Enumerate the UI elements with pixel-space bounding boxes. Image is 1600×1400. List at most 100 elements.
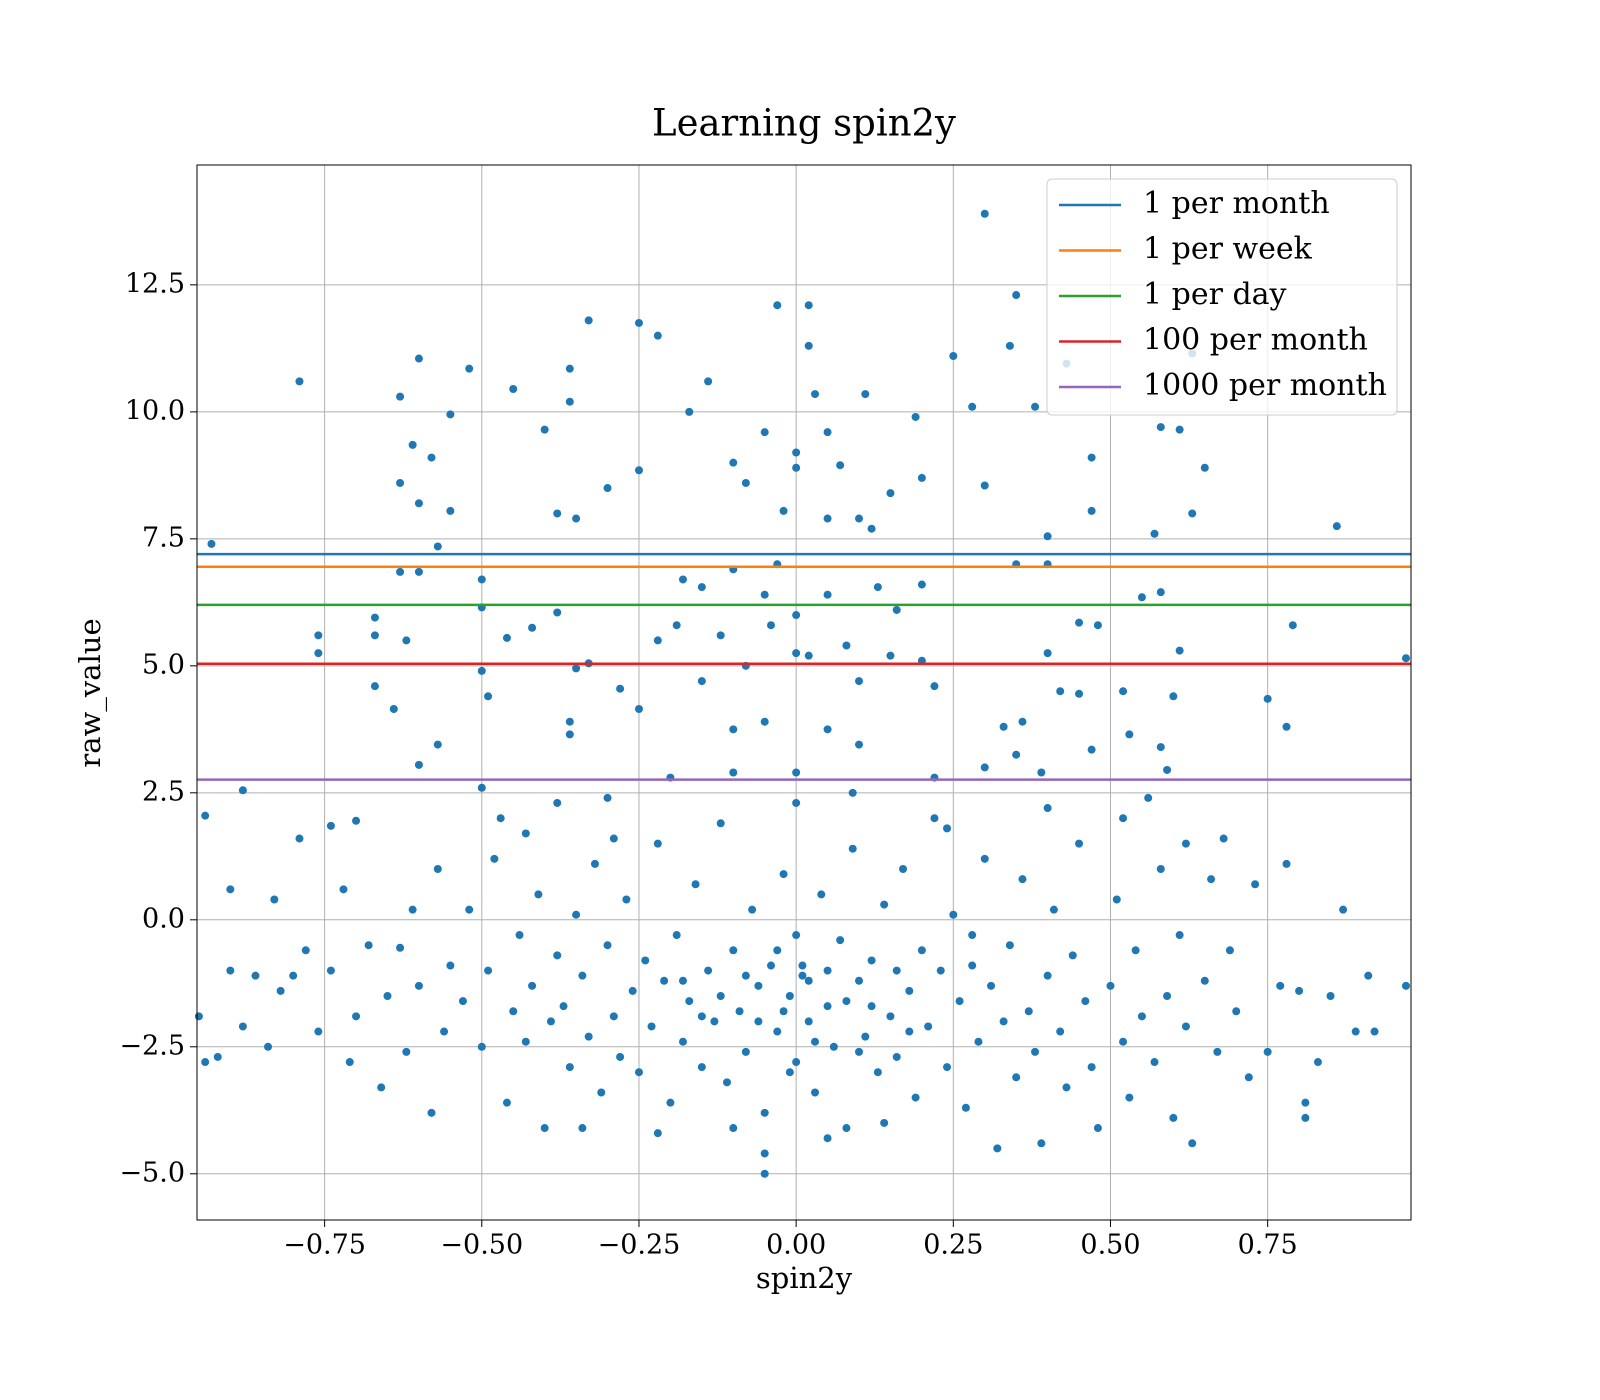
y-tick-label: −5.0 [119, 1157, 185, 1188]
point [634, 318, 643, 327]
legend-label: 1 per month [1143, 186, 1330, 221]
point [980, 209, 989, 218]
point [792, 1058, 801, 1067]
point [1263, 694, 1272, 703]
point [1232, 1007, 1241, 1016]
point [515, 931, 524, 940]
point [936, 966, 945, 975]
point [1251, 880, 1260, 889]
point [930, 814, 939, 823]
point [1288, 621, 1297, 630]
point [509, 385, 518, 394]
plot-frame [196, 164, 1412, 1221]
x-tick-label: 0.00 [766, 1230, 826, 1261]
point [697, 677, 706, 686]
point [1282, 859, 1291, 868]
point [396, 478, 405, 487]
point [766, 621, 775, 630]
legend-label: 1 per week [1143, 232, 1313, 267]
point [584, 1032, 593, 1041]
point [961, 1103, 970, 1112]
point [496, 814, 505, 823]
point [729, 458, 738, 467]
point [352, 816, 361, 825]
point [609, 1012, 618, 1021]
point [1131, 946, 1140, 955]
point [823, 966, 832, 975]
point [408, 440, 417, 449]
y-tick-label: 2.5 [142, 776, 185, 807]
point [729, 946, 738, 955]
point [760, 1169, 769, 1178]
point [741, 478, 750, 487]
point [722, 1078, 731, 1087]
point [886, 1012, 895, 1021]
point [1244, 1073, 1253, 1082]
point [754, 1017, 763, 1026]
point [917, 946, 926, 955]
point [943, 1063, 952, 1072]
point [691, 880, 700, 889]
point [924, 1022, 933, 1031]
point [326, 966, 335, 975]
point [1295, 986, 1304, 995]
legend-box [1046, 178, 1398, 416]
x-axis-label: spin2y [756, 1261, 853, 1295]
point [1037, 768, 1046, 777]
point [1188, 1139, 1197, 1148]
point [1043, 532, 1052, 541]
point [1301, 1113, 1310, 1122]
point [823, 428, 832, 437]
point [987, 981, 996, 990]
point [867, 1002, 876, 1011]
point [383, 991, 392, 1000]
point [396, 392, 405, 401]
point [1005, 941, 1014, 950]
point [1018, 875, 1027, 884]
point [773, 946, 782, 955]
point [370, 682, 379, 691]
point [685, 997, 694, 1006]
point [609, 834, 618, 843]
point [414, 981, 423, 990]
point [842, 641, 851, 650]
point [295, 834, 304, 843]
point [779, 870, 788, 879]
point [678, 976, 687, 985]
point [1188, 509, 1197, 518]
point [565, 397, 574, 406]
point [572, 910, 581, 919]
point [704, 966, 713, 975]
point [1213, 1047, 1222, 1056]
point [823, 514, 832, 523]
point [829, 1042, 838, 1051]
point [1119, 814, 1128, 823]
point [477, 666, 486, 675]
point [892, 1052, 901, 1061]
point [993, 1144, 1002, 1153]
point [433, 740, 442, 749]
point [559, 1002, 568, 1011]
point [314, 631, 323, 640]
point [848, 788, 857, 797]
point [634, 1068, 643, 1077]
point [1401, 981, 1410, 990]
point [408, 905, 417, 914]
y-tick-label: 0.0 [142, 903, 185, 934]
point [1087, 453, 1096, 462]
point [804, 341, 813, 350]
point [980, 481, 989, 490]
point [1163, 991, 1172, 1000]
point [565, 730, 574, 739]
point [1144, 793, 1153, 802]
point [741, 971, 750, 980]
point [1012, 750, 1021, 759]
point [1175, 931, 1184, 940]
point [716, 819, 725, 828]
point [798, 971, 807, 980]
point [1200, 976, 1209, 985]
legend-label: 100 per month [1143, 323, 1368, 358]
point [1175, 425, 1184, 434]
point [201, 1058, 210, 1067]
